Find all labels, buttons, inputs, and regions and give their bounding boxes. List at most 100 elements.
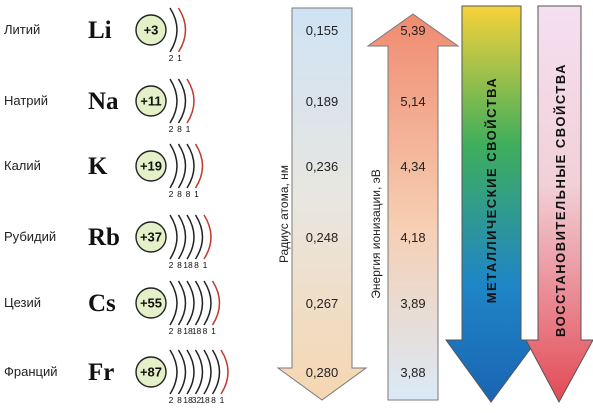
ionization-value: 5,14 [400, 94, 425, 109]
shell-electron-count: 1 [177, 53, 182, 63]
reducing-arrow-shape [525, 5, 593, 404]
electron-shell [177, 349, 187, 395]
shell-electron-count: 1 [211, 326, 216, 336]
nucleus [135, 85, 167, 117]
ionization-value: 3,88 [400, 365, 425, 380]
shell-electron-count: 8 [177, 395, 182, 405]
electron-shell [169, 78, 178, 124]
element-row: Литий Li 2 1 +3 [4, 7, 187, 63]
radius-value: 0,248 [306, 230, 339, 245]
ionization-value: 4,34 [400, 159, 425, 174]
shell-electron-count: 2 [169, 260, 174, 270]
electron-shell [177, 78, 187, 124]
radius-value: 0,280 [306, 365, 339, 380]
electron-shell [203, 280, 212, 326]
radius-value: 0,236 [306, 159, 339, 174]
element-symbol: Rb [88, 224, 120, 251]
electron-shell [169, 7, 178, 53]
electron-shell [169, 280, 178, 326]
metallic-label: металлические свойства [484, 77, 499, 304]
shell-electron-count: 1 [186, 124, 191, 134]
electron-shell [169, 214, 178, 260]
ionization-arrow [366, 13, 460, 401]
nucleus [135, 287, 167, 319]
shell-electron-count: 18 [200, 395, 210, 405]
electron-shell [186, 280, 195, 326]
nucleus-charge: +19 [140, 159, 162, 174]
element-name: Натрий [4, 93, 48, 108]
element-row: Франций Fr2 8 18 32 18 8 1+87 [4, 349, 229, 405]
shell-electron-count: 2 [169, 326, 174, 336]
nucleus-charge: +11 [140, 94, 161, 109]
nucleus-charge: +3 [144, 23, 159, 38]
radius-label: Радиус атома, нм [277, 165, 291, 263]
shell-electron-count: 8 [194, 260, 199, 270]
electron-shell [194, 214, 204, 260]
radius-value: 0,155 [306, 23, 339, 38]
electron-shell [177, 214, 187, 260]
ionization-label: Энергия ионизации, эВ [369, 169, 383, 298]
metallic-arrow [445, 5, 538, 403]
outer-electron-shell [177, 7, 187, 53]
shell-electron-count: 2 [169, 189, 174, 199]
shell-electron-count: 8 [177, 260, 182, 270]
shell-electron-count: 8 [211, 395, 216, 405]
shell-electron-count: 2 [169, 395, 174, 405]
shell-electron-count: 18 [183, 395, 193, 405]
element-row: Рубидий Rb2 8 18 8 1+37 [4, 214, 212, 270]
nucleus [135, 150, 167, 182]
element-name: Литий [4, 22, 40, 37]
element-row: Цезий Cs2 8 18 18 8 1+55 [4, 280, 221, 336]
ionization-arrow-shape [366, 13, 460, 401]
outer-electron-shell [220, 349, 229, 395]
electron-shell [203, 349, 212, 395]
ionization-value: 3,89 [400, 296, 425, 311]
metallic-arrow-shape [445, 5, 538, 403]
electron-shell [186, 349, 195, 395]
radius-value: 0,189 [306, 94, 339, 109]
nucleus-charge: +37 [140, 230, 162, 245]
reducing-label: восстановительные свойства [553, 63, 568, 337]
outer-electron-shell [186, 78, 195, 124]
radius-value: 0,267 [306, 296, 339, 311]
element-symbol: K [88, 153, 108, 180]
shell-electron-count: 32 [192, 395, 202, 405]
shell-electron-count: 8 [203, 326, 208, 336]
outer-electron-shell [203, 214, 212, 260]
element-name: Цезий [4, 295, 41, 310]
electron-shell [211, 349, 221, 395]
element-symbol: Li [88, 17, 112, 44]
electron-shell [186, 143, 195, 189]
outer-electron-shell [194, 143, 204, 189]
electron-shell [177, 280, 187, 326]
ionization-value: 4,18 [400, 230, 425, 245]
shell-electron-count: 1 [203, 260, 208, 270]
element-symbol: Cs [88, 290, 116, 317]
electron-shell [194, 280, 204, 326]
electron-shell [186, 214, 195, 260]
shell-electron-count: 18 [183, 326, 193, 336]
element-symbol: Na [88, 88, 119, 115]
shell-electron-count: 1 [194, 189, 199, 199]
element-row: Натрий Na 2 8 1 +11 [4, 78, 195, 134]
element-name: Рубидий [4, 229, 56, 244]
shell-electron-count: 2 [169, 124, 174, 134]
shell-electron-count: 8 [177, 189, 182, 199]
electron-shell [169, 349, 178, 395]
outer-electron-shell [211, 280, 221, 326]
electron-shell [177, 143, 187, 189]
radius-arrow-shape [276, 7, 368, 401]
shell-electron-count: 8 [186, 189, 191, 199]
shell-electron-count: 2 [169, 53, 174, 63]
nucleus-charge: +87 [140, 365, 162, 380]
shell-electron-count: 1 [220, 395, 225, 405]
shell-electron-count: 8 [177, 124, 182, 134]
nucleus [135, 14, 167, 46]
shell-electron-count: 18 [192, 326, 202, 336]
radius-arrow [276, 7, 368, 401]
nucleus [135, 356, 167, 388]
reducing-arrow [525, 5, 593, 404]
shell-electron-count: 8 [177, 326, 182, 336]
